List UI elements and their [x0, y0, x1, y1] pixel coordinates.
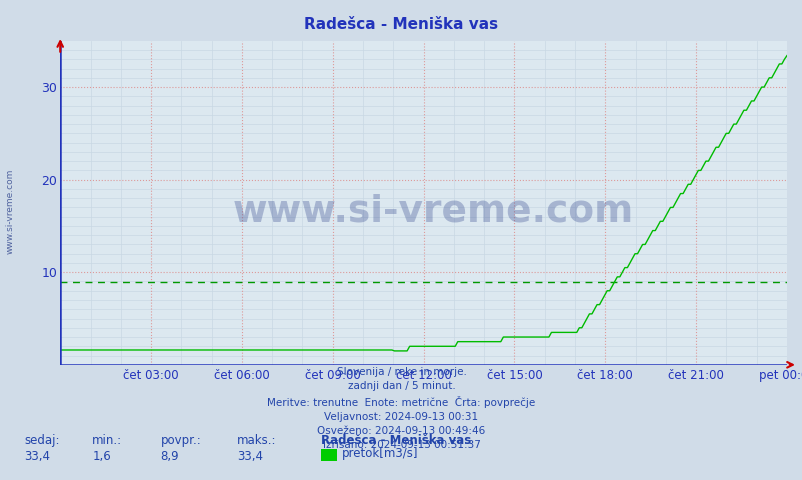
- Text: www.si-vreme.com: www.si-vreme.com: [233, 193, 634, 229]
- Text: 33,4: 33,4: [237, 450, 262, 463]
- Text: 33,4: 33,4: [24, 450, 50, 463]
- Text: 8,9: 8,9: [160, 450, 179, 463]
- Text: min.:: min.:: [92, 434, 123, 447]
- Text: www.si-vreme.com: www.si-vreme.com: [6, 168, 15, 254]
- Text: sedaj:: sedaj:: [24, 434, 59, 447]
- Text: Radešca - Meniška vas: Radešca - Meniška vas: [304, 17, 498, 32]
- Text: povpr.:: povpr.:: [160, 434, 201, 447]
- Text: maks.:: maks.:: [237, 434, 276, 447]
- Text: pretok[m3/s]: pretok[m3/s]: [342, 447, 418, 460]
- Text: Radešca - Meniška vas: Radešca - Meniška vas: [321, 434, 471, 447]
- Text: Slovenija / reke in morje.
zadnji dan / 5 minut.
Meritve: trenutne  Enote: metri: Slovenija / reke in morje. zadnji dan / …: [267, 367, 535, 450]
- Text: 1,6: 1,6: [92, 450, 111, 463]
